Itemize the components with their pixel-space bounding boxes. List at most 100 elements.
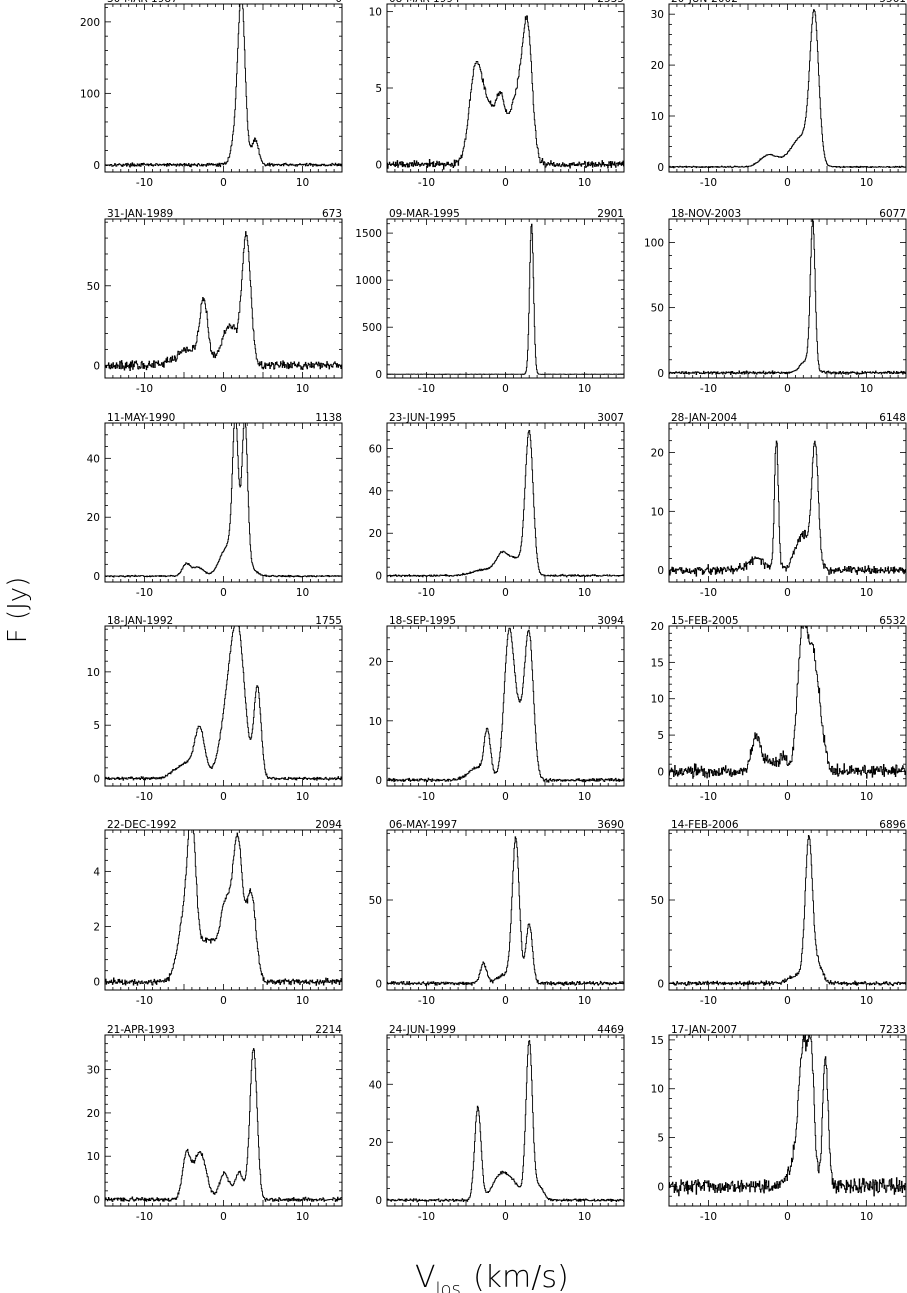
x-tick-label: 0 [502, 1211, 509, 1223]
x-tick-label: 0 [220, 791, 227, 803]
panel-day-number: 673 [322, 208, 342, 220]
x-tick-label: -10 [418, 587, 435, 599]
x-tick-label: 0 [502, 995, 509, 1007]
x-tick-label: 10 [296, 791, 309, 803]
panel-frame [668, 829, 907, 991]
y-tick-label: 0 [93, 977, 100, 989]
y-tick-label: 1000 [355, 275, 382, 287]
spectrum-panel: -10010010020030-MAR-19870 [80, 0, 343, 189]
spectrum-line [105, 231, 342, 371]
y-tick-label: 0 [93, 571, 100, 583]
y-tick-label: 5 [657, 1133, 664, 1145]
spectrum-panel: -10 0 10 0 50 31-JAN-1989 673 [87, 208, 343, 395]
spectrum-panel: -10 0 10 0 20 40 24-JUN-1999 4469 [369, 1024, 625, 1223]
y-tick-label: 10 [651, 111, 664, 123]
x-tick-label: -10 [700, 1211, 717, 1223]
y-tick-label: 100 [644, 237, 664, 249]
y-tick-label: 30 [651, 9, 664, 21]
x-tick-label: 0 [502, 177, 509, 189]
panel-date: 21-APR-1993 [107, 1024, 175, 1036]
x-tick-label: 10 [578, 791, 591, 803]
spectrum-panel: -10 0 10 0 10 20 28-JAN-2004 6148 [651, 412, 907, 599]
y-tick-label: 20 [651, 60, 664, 72]
spectrum-line [105, 4, 342, 168]
y-tick-label: 0 [657, 1181, 664, 1193]
panel-date: 30-MAR-1987 [107, 0, 178, 5]
y-tick-label: 2 [93, 922, 100, 934]
y-tick-label: 4 [93, 866, 100, 878]
spectrum-line [105, 423, 342, 578]
y-tick-label: 0 [375, 1195, 382, 1207]
y-tick-label: 40 [369, 1079, 382, 1091]
y-tick-label: 0 [657, 978, 664, 990]
y-tick-label: 10 [651, 694, 664, 706]
panel-day-number: 3094 [597, 615, 624, 627]
spectrum-line [669, 835, 906, 987]
x-tick-label: 0 [784, 1211, 791, 1223]
spectrum-panel: -10 0 10 0 20 40 11-MAY-1990 1138 [87, 412, 343, 599]
x-tick-label: 10 [296, 1211, 309, 1223]
y-tick-label: 60 [369, 443, 382, 455]
spectrum-line [669, 219, 906, 375]
spectrum-panel: -10 0 10 0 10 20 18-SEP-1995 3094 [369, 615, 625, 803]
y-tick-label: 5 [375, 83, 382, 95]
y-tick-label: 20 [369, 657, 382, 669]
x-tick-label: -10 [418, 1211, 435, 1223]
x-tick-label: -10 [136, 995, 153, 1007]
spectrum-line [387, 430, 624, 578]
x-tick-label: -10 [418, 995, 435, 1007]
x-tick-label: -10 [418, 791, 435, 803]
x-tick-label: 10 [296, 587, 309, 599]
panel-frame [104, 422, 343, 583]
panels-grid: -10010010020030-MAR-19870-1001005031-JAN… [80, 0, 907, 1223]
panel-day-number: 2901 [597, 208, 624, 220]
y-tick-label: 20 [87, 512, 100, 524]
panel-frame [668, 422, 907, 583]
panel-frame [668, 625, 907, 787]
spectrum-panel: -10 0 10 0 500 1000 1500 09-MAR-1995 2901 [355, 208, 625, 395]
y-tick-label: 20 [651, 621, 664, 633]
panel-date: 24-JUN-1999 [389, 1024, 456, 1036]
panel-date: 18-SEP-1995 [389, 615, 456, 627]
y-tick-label: 200 [80, 17, 100, 29]
y-axis-title: F (Jy) [3, 577, 33, 644]
panel-frame [386, 829, 625, 991]
y-tick-label: 50 [651, 895, 664, 907]
spectrum-panel: -10 0 10 0 50 14-FEB-2006 6896 [651, 819, 907, 1007]
panel-day-number: 4469 [597, 1024, 624, 1036]
spectrum-panel: -10 0 10 0 20 40 60 23-JUN-1995 3007 [369, 412, 625, 599]
x-tick-label: 0 [502, 791, 509, 803]
panel-date: 14-FEB-2006 [671, 819, 739, 831]
y-tick-label: 0 [375, 369, 382, 381]
panel-day-number: 2094 [315, 819, 342, 831]
x-tick-label: -10 [700, 383, 717, 395]
panel-frame [104, 829, 343, 991]
x-axis-title-subscript: los [436, 1279, 461, 1293]
spectrum-panel: -10 0 10 0 5 10 15 17-JAN-2007 7233 [651, 1024, 907, 1223]
panel-day-number: 2535 [597, 0, 624, 5]
panel-day-number: 3007 [597, 412, 624, 424]
x-tick-label: 10 [296, 177, 309, 189]
x-tick-label: 0 [784, 995, 791, 1007]
spectrum-line [669, 440, 906, 577]
x-tick-label: 0 [784, 791, 791, 803]
panel-date: 20-JUN-2002 [671, 0, 738, 5]
x-tick-label: 0 [220, 383, 227, 395]
x-tick-label: 10 [578, 177, 591, 189]
y-tick-label: 20 [651, 447, 664, 459]
panel-date: 31-JAN-1989 [107, 208, 173, 220]
panel-date: 11-MAY-1990 [107, 412, 175, 424]
panel-frame [386, 422, 625, 583]
y-tick-label: 10 [87, 1151, 100, 1163]
y-tick-label: 0 [93, 774, 100, 786]
x-tick-label: 10 [860, 587, 873, 599]
spectrum-line [669, 9, 906, 169]
spectrum-panel: -10 0 10 0 10 20 30 21-APR-1993 2214 [87, 1024, 343, 1223]
y-tick-label: 50 [651, 303, 664, 315]
y-tick-label: 0 [375, 571, 382, 583]
y-tick-label: 5 [657, 730, 664, 742]
x-axis-title: Vlos (km/s) [415, 1260, 569, 1293]
x-tick-label: -10 [136, 1211, 153, 1223]
panel-frame [386, 218, 625, 379]
x-tick-label: -10 [418, 383, 435, 395]
